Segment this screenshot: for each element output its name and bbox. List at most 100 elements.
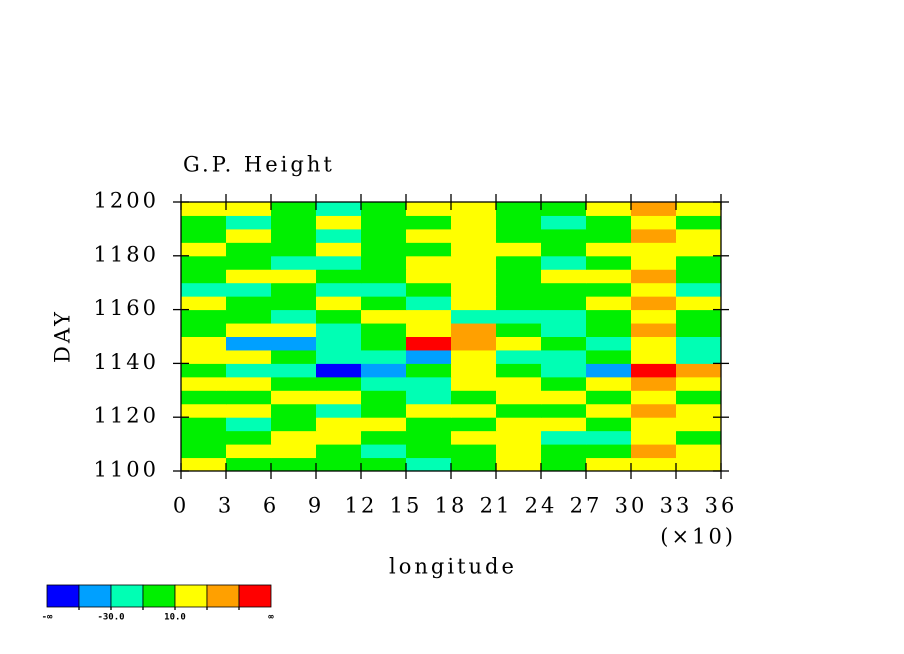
heatmap-cell <box>541 215 587 230</box>
heatmap-cell <box>226 228 272 243</box>
heatmap-cell <box>226 215 272 230</box>
heatmap-cell <box>676 309 722 324</box>
heatmap-cell <box>586 349 632 364</box>
heatmap-cell <box>676 202 722 216</box>
heatmap-cell <box>496 215 542 230</box>
heatmap-cell <box>271 242 317 257</box>
heatmap-cell <box>181 296 227 311</box>
heatmap-cell <box>316 349 362 364</box>
heatmap-cell <box>631 430 677 445</box>
heatmap-cell <box>226 269 272 284</box>
heatmap-cell <box>361 457 407 472</box>
heatmap-cell <box>226 390 272 405</box>
heatmap-cell <box>271 228 317 243</box>
heatmap-cell <box>271 282 317 297</box>
heatmap-cell <box>586 323 632 337</box>
x-tick-label: 3 <box>218 494 234 518</box>
heatmap-cell <box>361 376 407 391</box>
heatmap-cell <box>586 403 632 418</box>
heatmap-cell <box>316 430 362 445</box>
heatmap-cell <box>271 403 317 418</box>
heatmap-cell <box>226 336 272 351</box>
heatmap-cell <box>676 269 722 284</box>
heatmap-cell <box>181 363 227 378</box>
heatmap-cell <box>181 349 227 364</box>
heatmap-cell <box>181 457 227 472</box>
heatmap-cell <box>676 349 722 364</box>
heatmap-cell <box>271 363 317 378</box>
heatmap-cell <box>496 296 542 311</box>
heatmap-cell <box>496 282 542 297</box>
y-tick-label: 1140 <box>94 350 159 374</box>
y-tick-label: 1160 <box>94 296 159 320</box>
heatmap-cell <box>541 390 587 405</box>
heatmap-cell <box>631 390 677 405</box>
heatmap-cell <box>541 242 587 257</box>
heatmap-cell <box>586 444 632 459</box>
heatmap-cell <box>361 430 407 445</box>
heatmap-cell <box>406 228 452 243</box>
heatmap-cell <box>631 336 677 351</box>
heatmap-cell <box>271 336 317 351</box>
heatmap-cell <box>271 296 317 311</box>
heatmap-cell <box>316 403 362 418</box>
heatmap-cell <box>181 282 227 297</box>
heatmap-cell <box>451 349 497 364</box>
heatmap-cell <box>631 444 677 459</box>
heatmap-cell <box>361 242 407 257</box>
heatmap-cell <box>361 349 407 364</box>
heatmap-cell <box>271 349 317 364</box>
heatmap-cell <box>361 309 407 324</box>
colorbar-swatch <box>238 584 272 608</box>
heatmap-cell <box>496 242 542 257</box>
heatmap-cell <box>631 363 677 378</box>
heatmap-cell <box>541 417 587 432</box>
heatmap-cell <box>451 296 497 311</box>
colorbar-swatch <box>174 584 208 608</box>
colorbar-swatch <box>142 584 176 608</box>
heatmap-cell <box>631 282 677 297</box>
x-tick-label: 15 <box>390 494 423 518</box>
colorbar-swatch <box>206 584 240 608</box>
heatmap-cell <box>316 457 362 472</box>
heatmap-cell <box>271 309 317 324</box>
x-tick-label: 27 <box>570 494 603 518</box>
heatmap-cell <box>361 228 407 243</box>
heatmap-cell <box>406 202 452 216</box>
heatmap-cell <box>676 323 722 337</box>
heatmap-cell <box>271 417 317 432</box>
x-scale-note: (×10) <box>660 525 736 549</box>
heatmap-cell <box>586 202 632 216</box>
heatmap-cell <box>496 417 542 432</box>
heatmap-cell <box>541 323 587 337</box>
heatmap-cell <box>451 417 497 432</box>
heatmap-cell <box>541 309 587 324</box>
heatmap-cell <box>496 457 542 472</box>
x-tick-label: 9 <box>308 494 324 518</box>
heatmap-cell <box>586 336 632 351</box>
heatmap-cell <box>226 430 272 445</box>
heatmap-cell <box>361 444 407 459</box>
heatmap-cell <box>676 296 722 311</box>
heatmap-cell <box>406 255 452 270</box>
heatmap-cell <box>451 228 497 243</box>
heatmap-cell <box>316 444 362 459</box>
heatmap-cell <box>451 336 497 351</box>
heatmap-cell <box>586 255 632 270</box>
heatmap-cell <box>451 215 497 230</box>
heatmap-cell <box>316 228 362 243</box>
x-tick-label: 12 <box>345 494 378 518</box>
colorbar-swatch <box>46 584 80 608</box>
y-tick-label: 1100 <box>94 458 159 482</box>
y-tick-label: 1120 <box>94 404 159 428</box>
heatmap-cell <box>226 242 272 257</box>
heatmap-cell <box>586 282 632 297</box>
heatmap-cell <box>451 376 497 391</box>
heatmap-cell <box>676 403 722 418</box>
heatmap-cell <box>541 269 587 284</box>
heatmap-cell <box>496 376 542 391</box>
heatmap-cell <box>361 417 407 432</box>
heatmap-cell <box>451 390 497 405</box>
heatmap-cell <box>181 242 227 257</box>
heatmap-cell <box>451 269 497 284</box>
